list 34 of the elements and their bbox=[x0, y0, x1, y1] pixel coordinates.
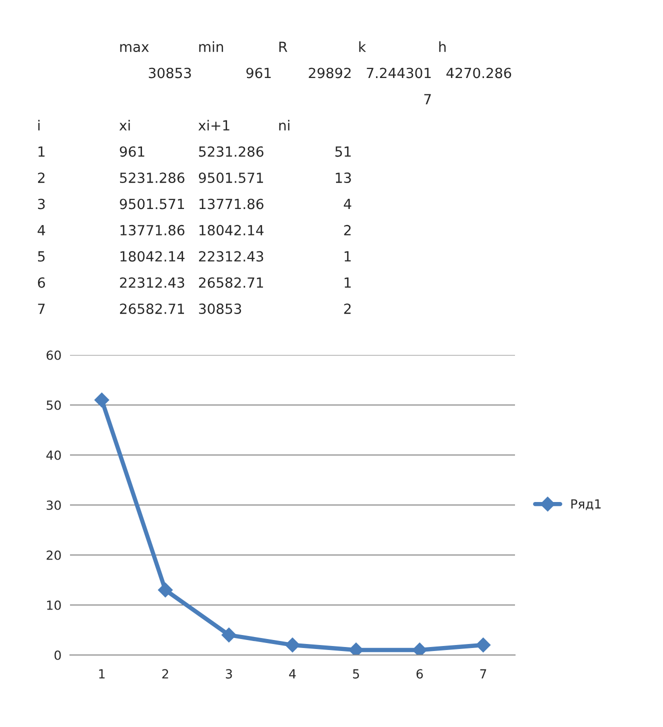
text: 1 961 5231.286 51 bbox=[38, 146, 351, 157]
y-tick-label: 40 bbox=[46, 450, 61, 460]
text: 26582.71 30853 2 bbox=[120, 304, 351, 314]
x-tick-label: 6 bbox=[416, 669, 423, 679]
x-tick-label: 4 bbox=[289, 669, 296, 678]
text: 4 13771.86 18042.14 2 bbox=[38, 224, 351, 236]
text: i xi xi+1 ni bbox=[38, 120, 290, 130]
point bbox=[348, 642, 364, 655]
y-tick-label: 50 bbox=[46, 400, 61, 410]
text: 3 9501.571 13771.86 4 bbox=[38, 198, 352, 210]
text: 7 bbox=[424, 94, 431, 104]
point bbox=[476, 638, 491, 652]
x-tick-label: 5 bbox=[353, 669, 359, 679]
legend-label: Ряд1 bbox=[571, 499, 601, 510]
text: 30853 961 29892 7.244301 4270.286 bbox=[148, 68, 512, 78]
text: 6 22312.43 26582.71 1 bbox=[38, 277, 351, 288]
point bbox=[94, 392, 110, 408]
point bbox=[412, 642, 428, 655]
y-tick-label: 30 bbox=[46, 500, 61, 510]
y-tick-label: 20 bbox=[46, 550, 61, 560]
text: 7 bbox=[38, 304, 45, 314]
point bbox=[222, 628, 236, 642]
y-tick-label: 60 bbox=[46, 350, 61, 360]
point bbox=[158, 582, 173, 598]
text: 5 18042.14 22312.43 1 bbox=[38, 251, 351, 262]
x-tick-label: 2 bbox=[162, 669, 168, 678]
x-tick-label: 3 bbox=[226, 669, 232, 679]
y-tick-label: 0 bbox=[54, 650, 61, 660]
x-tick-label: 7 bbox=[480, 669, 486, 678]
point bbox=[285, 638, 300, 652]
y-tick-label: 10 bbox=[47, 600, 61, 610]
x-tick-label: 1 bbox=[99, 669, 105, 678]
text: 2 5231.286 9501.571 13 bbox=[38, 172, 351, 184]
text: max min R k h bbox=[120, 41, 446, 52]
